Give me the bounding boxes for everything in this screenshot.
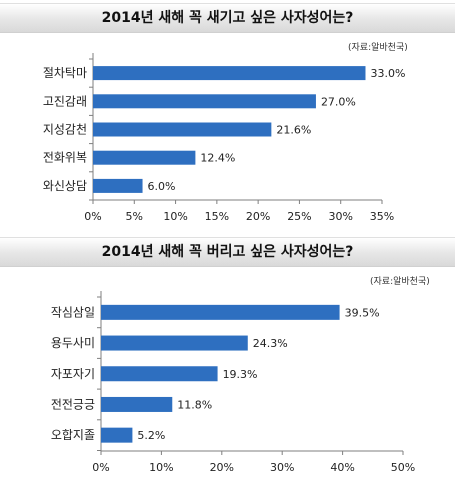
data-label: 27.0% — [321, 95, 356, 108]
category-label: 고진감래 — [43, 94, 87, 108]
x-tick-label: 50% — [391, 461, 415, 474]
x-tick-label: 20% — [210, 461, 234, 474]
bar — [101, 396, 173, 412]
bar — [93, 66, 366, 81]
x-tick-label: 30% — [328, 210, 352, 223]
x-tick-label: 40% — [330, 461, 354, 474]
chart-title: 2014년 새해 꼭 버리고 싶은 사자성어는? — [0, 237, 455, 267]
x-tick-label: 20% — [246, 210, 270, 223]
category-label: 자포자기 — [51, 367, 95, 381]
x-tick-label: 15% — [205, 210, 229, 223]
x-tick-label: 25% — [287, 210, 311, 223]
bar — [93, 122, 272, 137]
category-label: 절차탁마 — [43, 66, 87, 80]
x-tick-label: 0% — [84, 210, 101, 223]
data-label: 21.6% — [276, 124, 311, 137]
category-label: 오합지졸 — [51, 428, 95, 442]
x-tick-label: 35% — [370, 210, 394, 223]
category-label: 와신상담 — [43, 179, 87, 193]
x-tick-label: 0% — [92, 461, 109, 474]
x-tick-label: 10% — [149, 461, 173, 474]
source-note: (자료:알바천국) — [348, 43, 408, 53]
bar — [93, 178, 143, 193]
data-label: 19.3% — [223, 368, 258, 381]
x-tick-label: 30% — [270, 461, 294, 474]
data-label: 6.0% — [148, 180, 176, 193]
bar — [93, 94, 316, 109]
data-label: 39.5% — [345, 306, 380, 319]
bar — [93, 150, 196, 165]
source-note: (자료:알바천국) — [370, 277, 430, 287]
data-label: 5.2% — [137, 429, 165, 442]
data-label: 11.8% — [177, 398, 212, 411]
data-label: 33.0% — [370, 67, 405, 80]
category-label: 작심삼일 — [51, 305, 95, 319]
category-label: 지성감천 — [43, 122, 87, 137]
data-label: 24.3% — [253, 337, 288, 350]
bar-chart-keep: 0% 5% 10% 15% 20% 25% 30% 35% 절차탁마 33.0% 고진감래 27.0%… — [43, 53, 405, 223]
bar — [101, 335, 248, 351]
category-label: 전화위복 — [43, 151, 87, 165]
chart-title: 2014년 새해 꼭 새기고 싶은 사자성어는? — [0, 3, 455, 33]
data-label: 12.4% — [200, 152, 235, 165]
category-label: 용두사미 — [51, 336, 95, 350]
x-tick-label: 5% — [126, 210, 143, 223]
x-tick-label: 10% — [163, 210, 187, 223]
bar — [101, 366, 218, 382]
bar — [101, 427, 133, 443]
bar — [101, 304, 340, 320]
category-label: 전전긍긍 — [51, 397, 95, 411]
